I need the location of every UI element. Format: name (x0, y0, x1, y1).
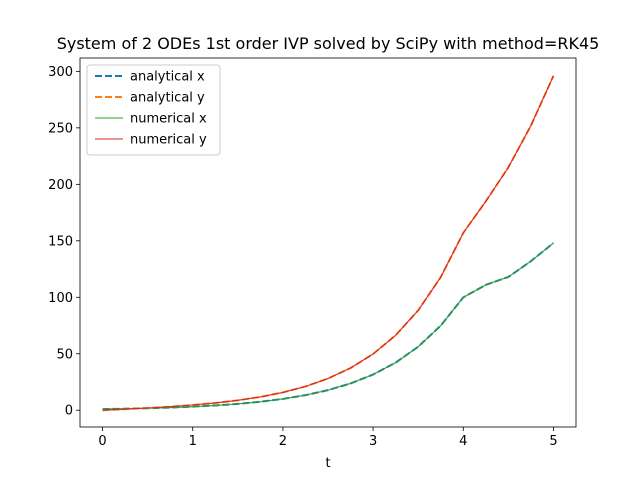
legend-box (86, 64, 221, 156)
series-line-2 (102, 242, 554, 410)
series-line-3 (102, 75, 554, 411)
legend-label-2: numerical x (130, 112, 207, 127)
y-tick-label-0: 0 (65, 404, 73, 419)
series-layer (102, 75, 555, 412)
legend-label-1: analytical y (130, 91, 205, 106)
y-tick-label-1: 50 (56, 347, 73, 362)
x-tick-label-0: 0 (98, 434, 106, 449)
y-tick-label-3: 150 (48, 234, 73, 249)
y-tick-label-2: 100 (48, 291, 73, 306)
plot-frame (79, 57, 577, 428)
x-tick-label-3: 3 (369, 434, 377, 449)
x-tick-label-1: 1 (189, 434, 197, 449)
x-axis-label: t (325, 456, 330, 471)
y-tick-label-4: 200 (48, 178, 73, 193)
chart-title: System of 2 ODEs 1st order IVP solved by… (57, 34, 600, 53)
x-tick-label-2: 2 (279, 434, 287, 449)
legend: analytical x analytical y numerical x numer… (86, 64, 221, 156)
legend-label-3: numerical y (130, 133, 207, 148)
y-tick-label-5: 250 (48, 121, 73, 136)
x-tick-label-5: 5 (549, 434, 557, 449)
x-tick-label-4: 4 (459, 434, 467, 449)
legend-label-0: analytical x (130, 70, 205, 85)
y-tick-label-6: 300 (48, 65, 73, 80)
